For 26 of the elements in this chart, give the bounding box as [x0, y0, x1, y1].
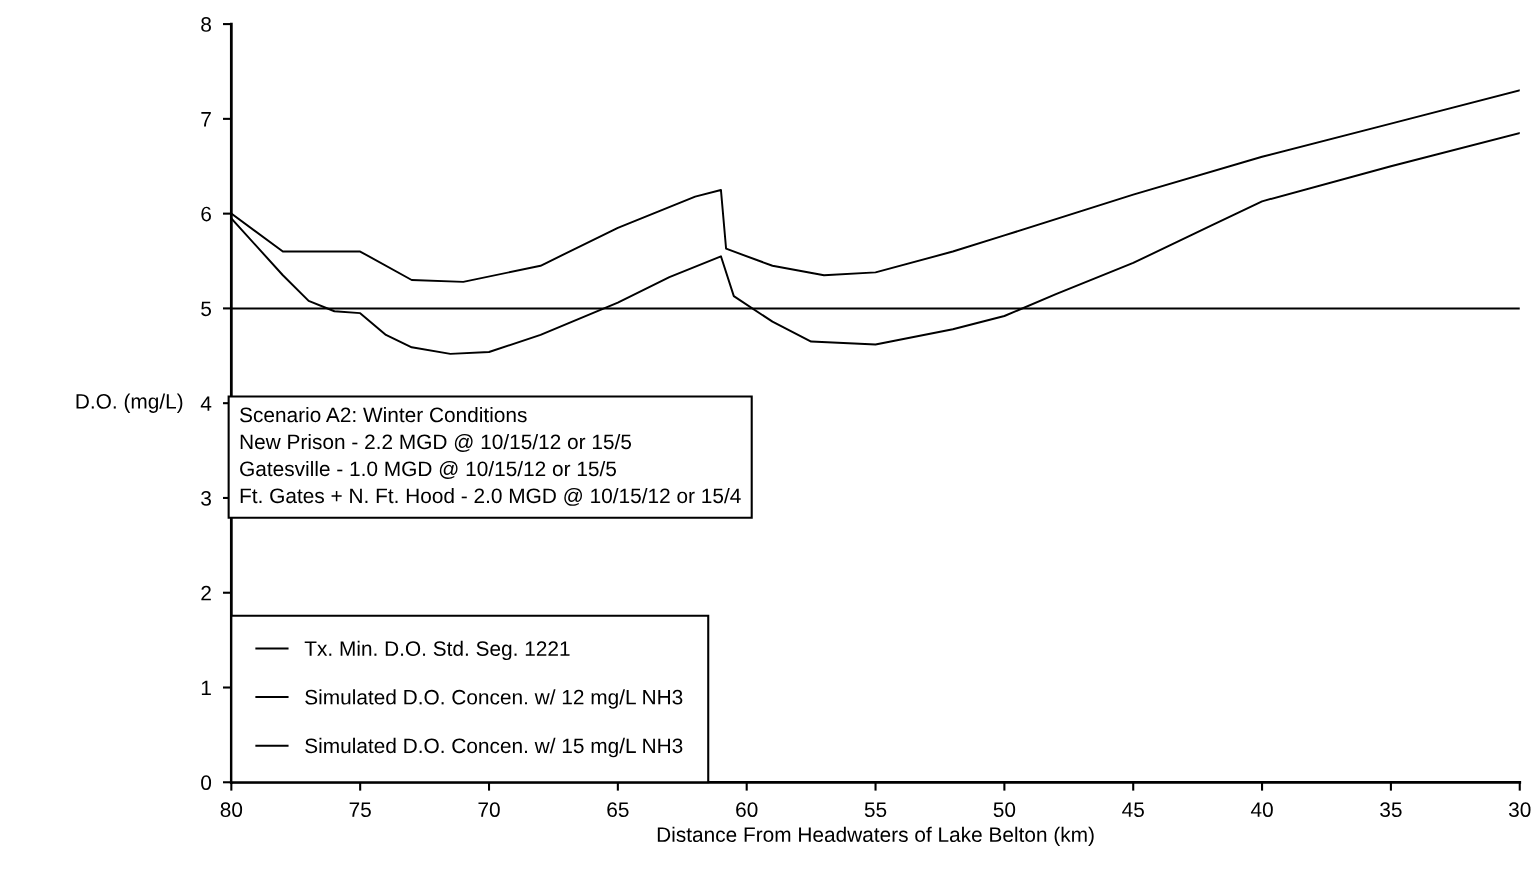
x-tick-label: 30 — [1508, 802, 1531, 818]
y-tick-label: 7 — [201, 112, 211, 127]
x-tick-label: 45 — [1122, 802, 1144, 818]
y-tick-label: 2 — [201, 585, 211, 601]
y-tick-label: 4 — [200, 396, 212, 411]
legend-label: Simulated D.O. Concen. w/ 12 mg/L NH3 — [305, 689, 683, 709]
x-tick-label: 50 — [993, 802, 1016, 818]
y-tick-label: 5 — [201, 301, 212, 317]
legend-label: Simulated D.O. Concen. w/ 15 mg/L NH3 — [305, 737, 683, 758]
y-tick-label: 1 — [201, 680, 211, 696]
y-tick-label: 3 — [201, 490, 211, 506]
x-tick-label: 60 — [736, 802, 758, 818]
x-tick-label: 40 — [1250, 802, 1273, 818]
legend-label: Tx. Min. D.O. Std. Seg. 1221 — [304, 640, 570, 661]
y-tick-label: 8 — [201, 17, 211, 32]
x-tick-label: 35 — [1380, 802, 1402, 818]
annotation: Scenario A2: Winter Conditions New Prison - 2.2 MGD @ 10/15/12 or 15/5 Gatesville - 1.0 MGD @ 10/15/12 or 15/5 Ft. Gates + N. Ft. Hood - 2.0 MGD @ 10/15/12 or 15/4 — [240, 406, 741, 506]
y-tick-label: 0 — [201, 775, 212, 791]
y-axis-title: D.O. (mg/L) — [76, 393, 183, 413]
x-tick-label: 65 — [607, 802, 629, 818]
x-tick-label: 55 — [864, 802, 887, 818]
x-tick-label: 75 — [349, 802, 371, 818]
x-axis-title: Distance From Headwaters of Lake Belton (km) — [657, 826, 1094, 847]
y-tick-label: 6 — [201, 206, 211, 222]
x-tick-label: 70 — [478, 802, 500, 818]
x-tick-label: 80 — [220, 802, 243, 818]
